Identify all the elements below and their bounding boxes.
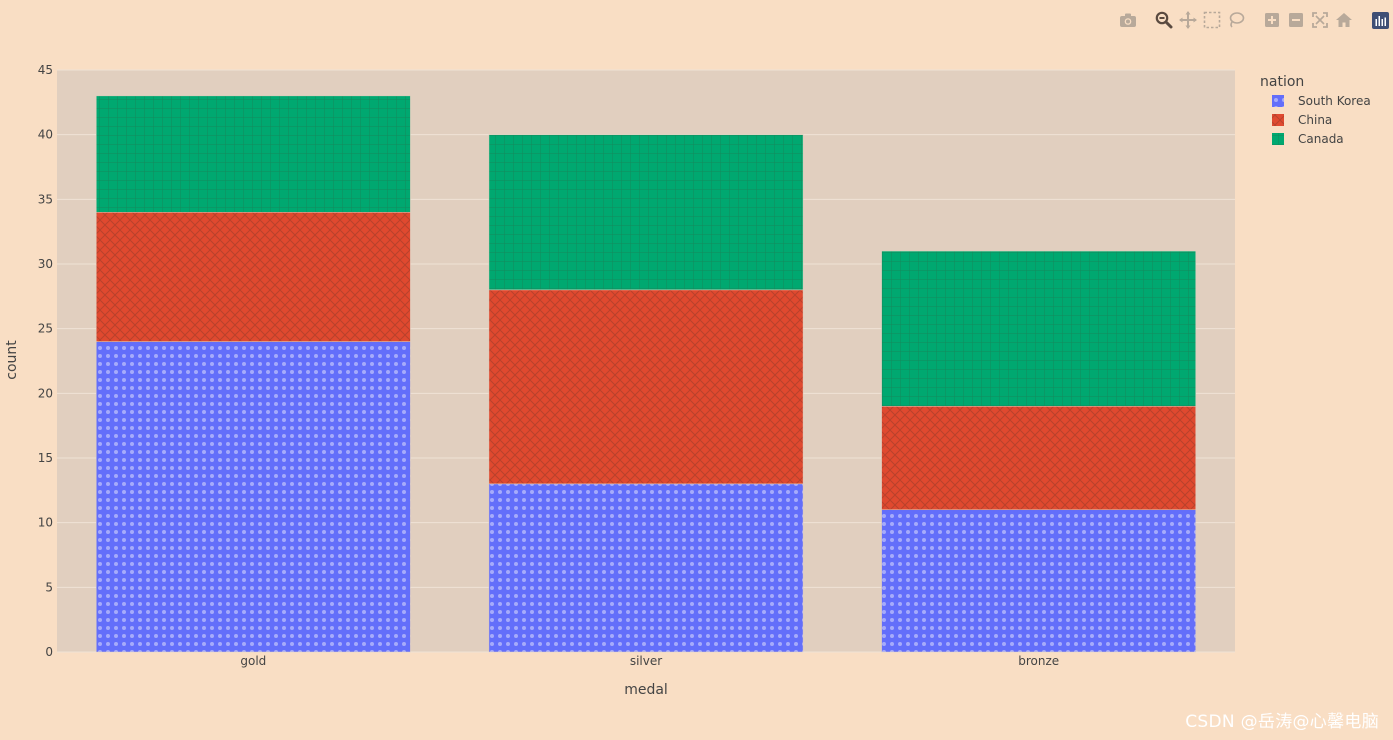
legend-label: China	[1298, 113, 1332, 127]
bar-canada-bronze[interactable]	[881, 250, 1196, 407]
x-tick-label: silver	[630, 654, 662, 668]
legend-swatch	[1272, 133, 1284, 145]
watermark: CSDN @岳涛@心馨电脑	[1185, 712, 1379, 732]
pan-icon[interactable]	[1178, 10, 1198, 30]
y-tick-label: 15	[38, 451, 53, 465]
bar-south-korea-silver[interactable]	[488, 483, 804, 653]
autoscale-icon[interactable]	[1310, 10, 1330, 30]
zoom-out-icon[interactable]	[1286, 10, 1306, 30]
y-tick-label: 45	[38, 63, 53, 77]
camera-icon[interactable]	[1118, 10, 1138, 30]
legend-swatch	[1272, 95, 1284, 107]
bar-south-korea-bronze[interactable]	[881, 509, 1196, 653]
x-tick-label: gold	[240, 654, 266, 668]
zoom-in-icon[interactable]	[1262, 10, 1282, 30]
legend[interactable]: nation South Korea China Canada	[1260, 74, 1371, 146]
bar-china-bronze[interactable]	[881, 406, 1196, 510]
box-select-icon[interactable]	[1202, 10, 1222, 30]
y-tick-label: 5	[45, 580, 53, 594]
legend-item-south-korea[interactable]: South Korea	[1272, 94, 1371, 108]
y-tick-label: 0	[45, 645, 53, 659]
zoom-icon[interactable]	[1154, 10, 1174, 30]
y-axis-title: count	[4, 340, 20, 380]
legend-title: nation	[1260, 74, 1304, 90]
y-tick-label: 35	[38, 192, 53, 206]
legend-label: South Korea	[1298, 94, 1371, 108]
bar-south-korea-gold[interactable]	[96, 341, 411, 653]
x-tick-label: bronze	[1018, 654, 1059, 668]
bar-canada-gold[interactable]	[96, 95, 411, 213]
legend-item-canada[interactable]: Canada	[1272, 132, 1344, 146]
bar-canada-silver[interactable]	[488, 134, 804, 291]
plotly-logo-icon[interactable]	[1370, 10, 1390, 30]
x-axis-title: medal	[624, 682, 668, 698]
modebar-toolbar	[1118, 10, 1390, 30]
lasso-select-icon[interactable]	[1226, 10, 1246, 30]
legend-swatch	[1272, 114, 1284, 126]
y-tick-label: 30	[38, 257, 53, 271]
reset-axes-icon[interactable]	[1334, 10, 1354, 30]
y-tick-label: 40	[38, 128, 53, 142]
y-tick-label: 25	[38, 322, 53, 336]
legend-item-china[interactable]: China	[1272, 113, 1332, 127]
bar-china-silver[interactable]	[488, 289, 804, 485]
legend-label: Canada	[1298, 132, 1344, 146]
y-tick-label: 10	[38, 516, 53, 530]
bars	[96, 95, 1196, 653]
y-tick-label: 20	[38, 386, 53, 400]
tick-labels: 0 5 10 15 20 25 30 35 40 45 gold silver bronze	[38, 63, 1059, 668]
bar-china-gold[interactable]	[96, 212, 411, 342]
